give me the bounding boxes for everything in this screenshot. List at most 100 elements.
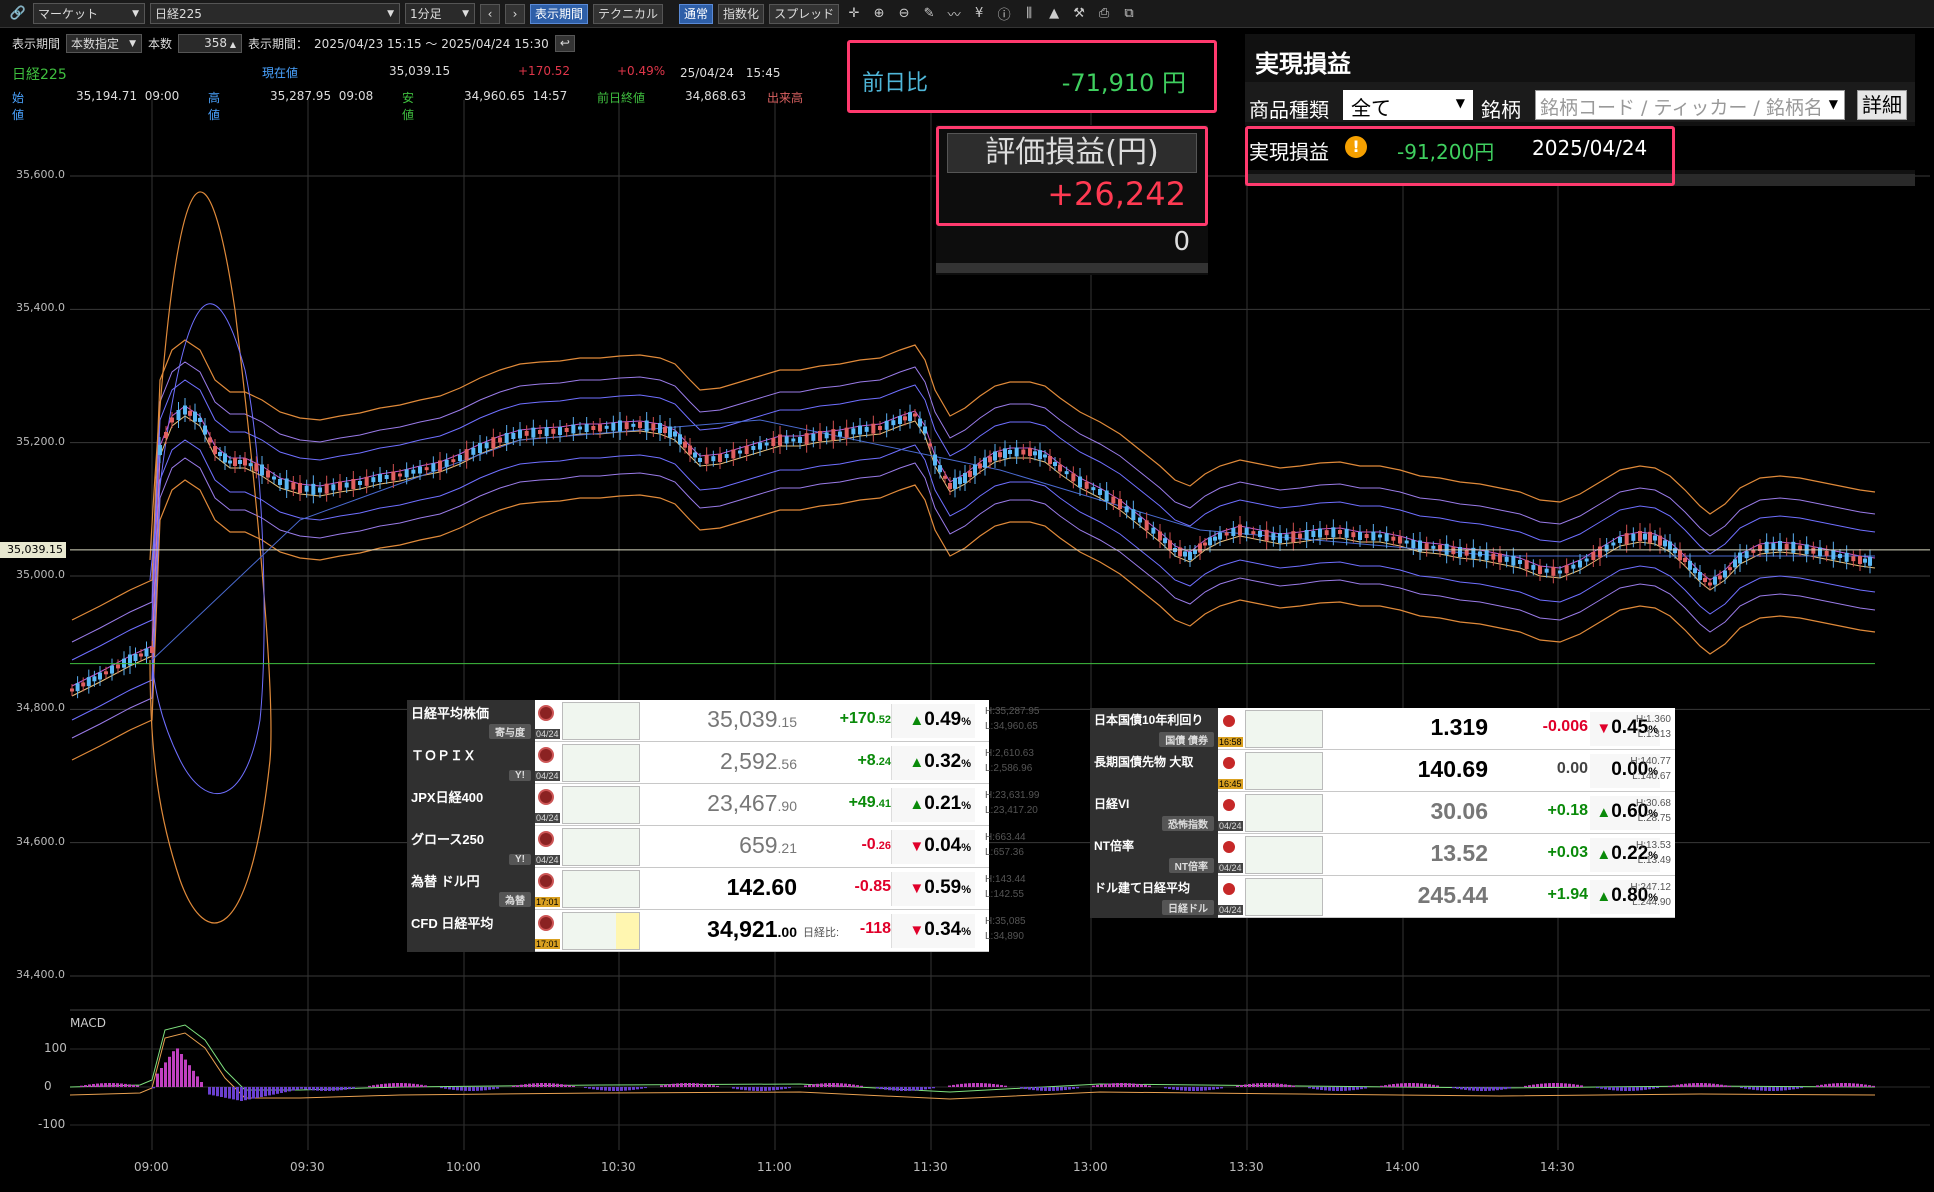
candle-body xyxy=(424,467,429,471)
print-icon[interactable]: ⎙ xyxy=(1098,6,1110,21)
watchlist-row[interactable]: ドル建て日経平均 日経ドル 04/24 245.44 +1.94 ▲0.80% H:247.… xyxy=(1090,876,1675,918)
macd-histogram-bar xyxy=(320,1087,323,1091)
macd-histogram-bar xyxy=(1668,1085,1671,1087)
watchlist-name: グロース250 xyxy=(411,832,485,847)
timeframe-select[interactable]: 1分足 ▼ xyxy=(405,3,475,24)
watchlist-value: 2,592.56 xyxy=(647,748,797,775)
yen-icon[interactable]: ¥ xyxy=(974,6,984,21)
candle-body xyxy=(193,411,197,422)
macd-histogram-bar xyxy=(1428,1084,1431,1087)
product-type-select[interactable]: 全て ▼ xyxy=(1343,90,1473,120)
candle-body xyxy=(243,458,247,466)
realized-title: 実現損益 xyxy=(1255,50,1351,78)
candle-body xyxy=(238,460,242,464)
macd-histogram-bar xyxy=(1176,1087,1179,1091)
index-button[interactable]: 指数化 xyxy=(718,3,765,24)
macd-histogram-bar xyxy=(1400,1083,1403,1087)
market-select[interactable]: マーケット ▼ xyxy=(33,3,145,24)
macd-histogram-bar xyxy=(1524,1085,1527,1087)
candle-body xyxy=(724,454,729,458)
pct-unit: % xyxy=(961,716,971,728)
low-value: L:13.49 xyxy=(1637,855,1671,866)
macd-histogram-bar xyxy=(1148,1085,1151,1087)
candle-body xyxy=(1178,547,1182,557)
count-stepper[interactable]: 358 ▲ xyxy=(178,33,243,53)
candle-body xyxy=(291,482,296,490)
macd-histogram-bar xyxy=(424,1085,427,1087)
detail-button[interactable]: 詳細 xyxy=(1857,90,1907,120)
candle-body xyxy=(1698,572,1702,580)
period-button[interactable]: 表示期間 xyxy=(530,3,589,24)
watchlist-row[interactable]: JPX日経400 04/24 23,467.90 +49.41 ▲0.21% H:23,6… xyxy=(407,784,1040,826)
watchlist-row[interactable]: 長期国債先物 大取 16:45 140.69 0.00 0.00% H:140.77 L:1… xyxy=(1090,750,1675,792)
symbol-select[interactable]: 日経225 ▼ xyxy=(150,3,400,24)
candle-body xyxy=(551,428,556,434)
macd-histogram-bar xyxy=(992,1083,995,1087)
crosshair-icon[interactable]: ✛ xyxy=(848,6,860,21)
area-chart-icon[interactable]: ▲ xyxy=(1049,6,1060,21)
candle-body xyxy=(1398,536,1402,544)
zoom-out-icon[interactable]: ⊖ xyxy=(898,6,910,21)
y-tick-label: 35,600.0 xyxy=(16,168,65,181)
macd-histogram-bar xyxy=(1760,1087,1763,1091)
candle-icon[interactable]: ⫼ xyxy=(1026,6,1033,21)
chevron-down-icon: ▼ xyxy=(462,9,469,19)
macd-histogram-bar xyxy=(1536,1084,1539,1087)
low-label: 安値 xyxy=(402,91,415,122)
candle-body xyxy=(688,445,692,455)
macd-histogram-bar xyxy=(1204,1087,1207,1091)
info-icon[interactable]: ⓘ xyxy=(997,8,1011,23)
watchlist-pct: ▲0.22% xyxy=(1590,838,1660,872)
zoom-in-icon[interactable]: ⊕ xyxy=(873,6,885,21)
candle-body xyxy=(1213,536,1217,541)
pct-value: 0.32 xyxy=(924,751,962,772)
macd-histogram-bar xyxy=(84,1085,87,1087)
period-bar: 表示期間 本数指定 ▼ 本数 358 ▲ 表示期間： 2025/04/23 15:1… xyxy=(0,30,575,56)
refresh-button[interactable]: ↩ xyxy=(554,34,575,52)
wave-icon[interactable]: 〰 xyxy=(947,8,961,23)
watchlist-row[interactable]: 日経VI 恐怖指数 04/24 30.06 +0.18 ▲0.60% H:30.68 L:28… xyxy=(1090,792,1675,834)
window-icon[interactable]: ⧉ xyxy=(1124,6,1134,21)
macd-histogram-bar xyxy=(1408,1083,1411,1087)
macd-histogram-bar xyxy=(276,1087,279,1094)
candle-body xyxy=(1008,450,1012,454)
watchlist-row[interactable]: 為替 ドル円 為替 17:01 142.60 -0.85 ▼0.59% H:143.44 L:… xyxy=(407,868,1026,910)
wrench-icon[interactable]: ⚒ xyxy=(1073,6,1085,21)
macd-histogram-bar xyxy=(612,1087,615,1091)
prev-button[interactable]: ‹ xyxy=(480,3,500,24)
count-value: 358 xyxy=(204,36,228,50)
pencil-icon[interactable]: ✎ xyxy=(923,6,935,21)
warning-icon[interactable]: ! xyxy=(1345,136,1367,158)
macd-histogram-bar xyxy=(1748,1087,1751,1090)
macd-histogram-bar xyxy=(880,1087,883,1090)
link-icon[interactable]: 🔗 xyxy=(9,6,27,21)
next-button[interactable]: › xyxy=(505,3,525,24)
watchlist-row[interactable]: グロース250 Y! 04/24 659.21 -0.26 ▼0.04% H:663.44 L… xyxy=(407,826,1026,868)
normal-button[interactable]: 通常 xyxy=(679,3,714,24)
macd-histogram-bar xyxy=(1496,1087,1499,1091)
candle-body xyxy=(1364,534,1369,538)
macd-histogram-bar xyxy=(1260,1083,1263,1087)
watchlist-row[interactable]: 日本国債10年利回り 国債 債券 16:58 1.319 -0.006 ▼0.45% H:1… xyxy=(1090,708,1675,750)
period-mode-select[interactable]: 本数指定 ▼ xyxy=(66,33,143,53)
watchlist-row[interactable]: NT倍率 NT倍率 04/24 13.52 +0.03 ▲0.22% H:13.53 L:13… xyxy=(1090,834,1675,876)
technical-button[interactable]: テクニカル xyxy=(593,3,664,24)
symbol-input[interactable]: 銘柄コード / ティッカー / 銘柄名 ▼ xyxy=(1535,90,1845,120)
candle-body xyxy=(208,437,212,443)
watchlist-row[interactable]: ＴＯＰＩＸ Y! 04/24 2,592.56 +8.24 ▲0.32% H:2,610.6… xyxy=(407,742,1034,784)
macd-histogram-bar xyxy=(568,1085,571,1087)
macd-histogram-bar xyxy=(1192,1087,1195,1091)
macd-histogram-bar xyxy=(812,1084,815,1087)
watchlist-row[interactable]: CFD 日経平均 17:01 34,921.00 日経比: -118 ▼0.34% H:35… xyxy=(407,910,1026,952)
spread-button[interactable]: スプレッド xyxy=(769,3,840,24)
watchlist-change: +8.24 xyxy=(803,752,891,770)
macd-histogram-bar xyxy=(136,1085,139,1087)
quote-name: 日経225 xyxy=(12,67,67,83)
macd-histogram-bar xyxy=(560,1084,563,1087)
watchlist-left: 日経平均株価 寄与度 04/24 35,039.15 +170.52 ▲0.49% H:35… xyxy=(407,700,1040,952)
watchlist-row[interactable]: 日経平均株価 寄与度 04/24 35,039.15 +170.52 ▲0.49% H:35… xyxy=(407,700,1040,742)
candle-body xyxy=(324,483,329,494)
chevron-down-icon: ▼ xyxy=(132,9,139,19)
macd-histogram-bar xyxy=(172,1051,175,1087)
